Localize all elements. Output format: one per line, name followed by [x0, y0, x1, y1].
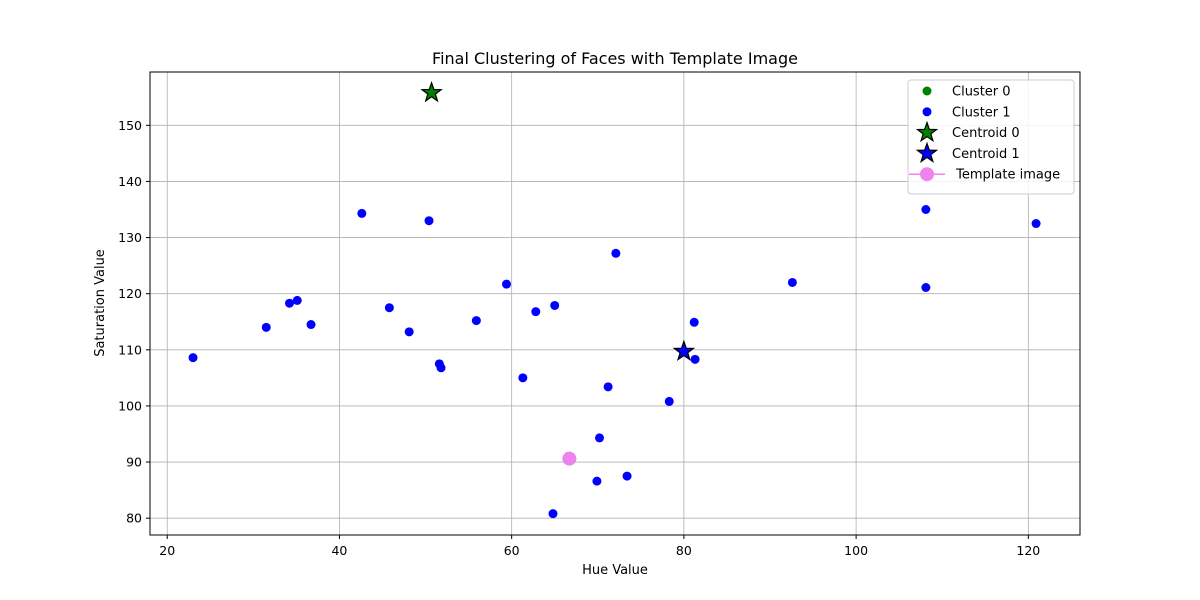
axis-ticks: 20 40 60 80 100 120 80 90 100 110 120 130 140 150	[118, 118, 1040, 558]
cluster-1-point	[518, 373, 528, 383]
legend-label-cluster-0: Cluster 0	[952, 85, 1011, 100]
cluster-1-point	[436, 363, 446, 373]
y-tick-label: 100	[118, 398, 142, 413]
x-tick-label: 80	[676, 543, 692, 558]
x-axis-label: Hue Value	[582, 563, 648, 578]
cluster-1-point	[471, 316, 481, 326]
y-tick-label: 110	[118, 342, 142, 357]
legend-label-centroid-0: Centroid 0	[952, 126, 1020, 141]
legend-marker-template-image	[920, 167, 934, 182]
cluster-1-point	[285, 298, 294, 308]
cluster-1-point	[664, 396, 674, 406]
template-image-point	[562, 451, 577, 466]
cluster-1-point	[188, 353, 198, 363]
cluster-1-point	[622, 471, 632, 481]
cluster-1-point	[306, 320, 316, 330]
legend: Cluster 0 Cluster 1 Centroid 0 Centroid 1 T…	[907, 79, 1075, 195]
cluster-1-point	[603, 382, 613, 392]
legend-label-centroid-1: Centroid 1	[952, 147, 1020, 162]
y-tick-label: 140	[118, 174, 142, 189]
cluster-1-point	[292, 295, 302, 305]
cluster-1-point	[261, 322, 271, 332]
x-tick-label: 20	[159, 543, 175, 558]
cluster-1-point	[357, 208, 367, 218]
legend-marker-cluster-0	[922, 86, 932, 96]
legend-marker-cluster-1	[922, 107, 932, 117]
cluster-1-point	[1031, 219, 1041, 229]
x-tick-label: 100	[844, 543, 868, 558]
legend-box	[907, 79, 1075, 195]
cluster-1-point	[611, 248, 621, 258]
cluster-1-point	[921, 283, 931, 293]
x-tick-label: 40	[331, 543, 347, 558]
legend-label-template-image: Template image	[952, 168, 1060, 183]
y-tick-label: 120	[118, 286, 142, 301]
cluster-1-point	[502, 279, 511, 289]
cluster-1-point	[787, 277, 797, 287]
cluster-1-point	[592, 476, 602, 486]
chart-title: Final Clustering of Faces with Template …	[432, 49, 798, 68]
cluster-1-point	[424, 216, 434, 226]
x-tick-label: 120	[1016, 543, 1040, 558]
legend-marker-centroid-0	[915, 120, 939, 143]
cluster-1-point	[921, 204, 931, 214]
cluster-1-point	[690, 354, 700, 364]
cluster-1-point	[595, 433, 604, 443]
y-axis-label: Saturation Value	[93, 249, 108, 357]
y-tick-label: 80	[126, 511, 142, 526]
cluster-1-point	[404, 327, 414, 337]
centroid-0-point	[420, 80, 443, 103]
centroid-1-point	[672, 339, 696, 362]
legend-marker-centroid-1	[915, 141, 939, 163]
y-tick-label: 130	[118, 230, 142, 245]
data-points	[188, 80, 1041, 519]
cluster-1-point	[531, 307, 541, 317]
cluster-1-point	[550, 300, 560, 310]
x-tick-label: 60	[504, 543, 520, 558]
plot-area	[149, 71, 1081, 536]
legend-label-cluster-1: Cluster 1	[952, 105, 1011, 120]
cluster-1-point	[384, 303, 394, 313]
cluster-1-point	[689, 317, 699, 327]
y-tick-label: 150	[118, 118, 142, 133]
cluster-1-point	[548, 509, 558, 519]
y-tick-label: 90	[126, 455, 142, 470]
